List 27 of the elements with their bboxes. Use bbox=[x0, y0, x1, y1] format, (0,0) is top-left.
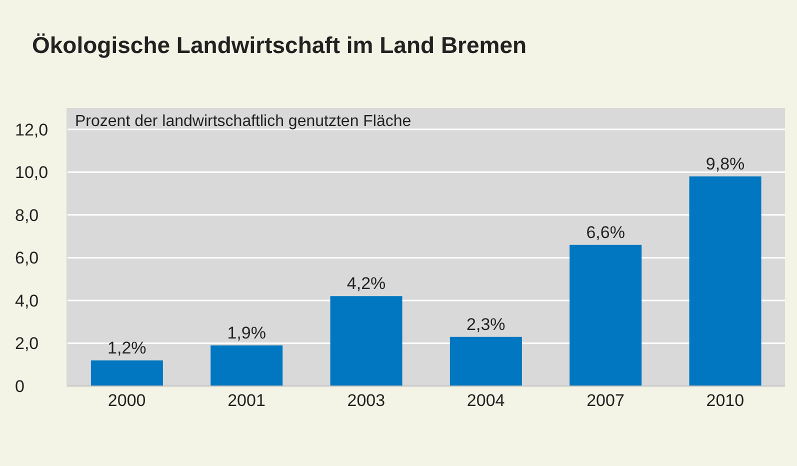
bar bbox=[210, 345, 283, 386]
y-tick-label: 4,0 bbox=[15, 291, 39, 310]
x-tick-label: 2001 bbox=[228, 391, 266, 410]
x-tick-label: 2003 bbox=[347, 391, 386, 410]
bar bbox=[450, 336, 522, 386]
data-label: 9,8% bbox=[706, 154, 745, 174]
data-label: 1,2% bbox=[108, 338, 146, 358]
y-tick-label: 10,0 bbox=[15, 163, 48, 182]
data-label: 4,2% bbox=[346, 274, 386, 294]
bar bbox=[90, 360, 163, 386]
chart-title: Ökologische Landwirtschaft im Land Bremen bbox=[32, 32, 527, 59]
data-label: 2,3% bbox=[466, 314, 506, 334]
x-tick-label: 2000 bbox=[108, 391, 146, 410]
x-tick-label: 2004 bbox=[466, 391, 505, 410]
y-tick-label: 0 bbox=[15, 377, 24, 396]
y-tick-label: 8,0 bbox=[15, 206, 39, 225]
y-tick-label: 12,0 bbox=[15, 120, 48, 140]
x-tick-label: 2007 bbox=[586, 391, 624, 410]
bar bbox=[570, 244, 642, 386]
data-label: 1,9% bbox=[227, 323, 266, 342]
y-tick-label: 6,0 bbox=[15, 248, 39, 268]
data-label: 6,6% bbox=[586, 222, 625, 242]
bar bbox=[689, 176, 762, 386]
x-tick-label: 2010 bbox=[706, 391, 744, 410]
y-axis-title: Prozent der landwirtschaftlich genutzten Fläche bbox=[75, 113, 412, 131]
y-tick-label: 2,0 bbox=[15, 334, 39, 354]
bar bbox=[330, 296, 402, 386]
